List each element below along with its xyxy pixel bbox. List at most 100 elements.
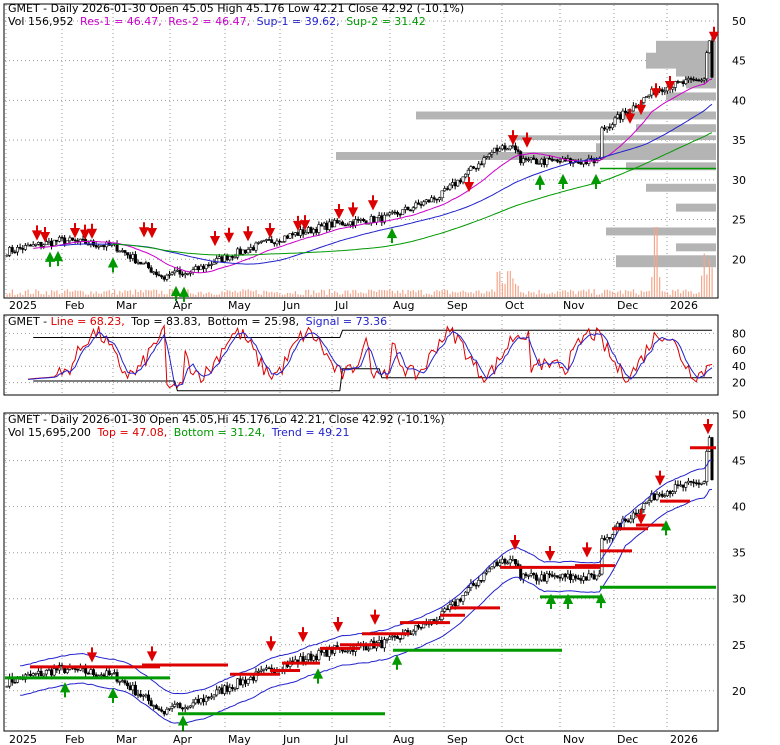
- volume-bar: [87, 294, 89, 297]
- volume-bar: [166, 294, 168, 297]
- trend-price-candle: [207, 696, 211, 699]
- osc-y-tick: 20: [732, 377, 746, 390]
- sup2-label: Sup-2 = 31.42: [346, 15, 426, 28]
- price-candle: [338, 221, 342, 224]
- trend-price-candle: [597, 573, 601, 577]
- volume-profile-bar: [516, 135, 716, 141]
- volume-bar: [402, 289, 404, 297]
- price-candle: [97, 245, 101, 248]
- trend-price-candle: [147, 694, 151, 701]
- sell-arrow: [664, 76, 676, 92]
- volume-bar: [410, 291, 412, 297]
- trend-y-tick: 40: [732, 501, 746, 514]
- price-x-tick: Dec: [617, 299, 638, 312]
- trend-price-candle: [165, 708, 169, 715]
- volume-bar: [661, 291, 663, 297]
- volume-profile-bar: [666, 92, 716, 101]
- volume-bar: [538, 289, 540, 297]
- volume-bar: [85, 294, 87, 297]
- buy-arrow: [557, 173, 569, 190]
- price-candle: [181, 273, 185, 276]
- price-candle: [705, 52, 709, 80]
- price-candle: [133, 254, 137, 264]
- trend-price-candle: [684, 482, 688, 488]
- volume-bar: [286, 292, 289, 297]
- volume-bar: [601, 293, 603, 297]
- trend-price-candle: [495, 561, 499, 566]
- volume-bar: [40, 293, 42, 297]
- trend-price-candle: [110, 673, 114, 675]
- trend-price-candle: [167, 707, 171, 710]
- trend-price-candle: [390, 635, 394, 638]
- volume-bar: [564, 290, 566, 297]
- price-candle: [356, 219, 360, 221]
- price-candle: [506, 148, 510, 151]
- price-y-tick: 25: [732, 214, 746, 227]
- trend-price-candle: [388, 636, 392, 640]
- volume-bar: [37, 290, 40, 297]
- trend-x-tick: Nov: [563, 733, 585, 745]
- price-candle: [71, 237, 75, 241]
- price-panel-title: GMET - Daily 2026-01-30 Open 45.05 High …: [8, 2, 464, 15]
- trend-price-candle: [204, 696, 208, 702]
- trend-price-candle: [233, 688, 237, 690]
- trend-price-candle: [136, 693, 140, 696]
- buy-arrow: [44, 251, 56, 267]
- price-x-tick: Apr: [173, 299, 193, 312]
- price-candle: [68, 237, 72, 242]
- volume-bar: [119, 290, 121, 297]
- trend-price-candle: [241, 679, 245, 686]
- price-candle: [183, 273, 187, 276]
- price-candle: [527, 159, 531, 161]
- price-candle: [120, 250, 124, 252]
- price-candle: [21, 248, 25, 250]
- volume-bar: [656, 227, 658, 297]
- volume-bar: [66, 289, 68, 297]
- trend-panel-title: GMET - Daily 2026-01-30 Open 45.05,Hi 45…: [8, 413, 445, 426]
- price-x-tick: Oct: [505, 299, 525, 312]
- price-candle: [157, 274, 161, 276]
- price-candle: [548, 157, 552, 160]
- trend-price-candle: [230, 687, 234, 689]
- sell-arrow: [367, 195, 379, 211]
- volume-bar: [302, 294, 304, 297]
- volume-bar: [428, 293, 430, 297]
- volume-bar: [685, 289, 687, 297]
- price-candle: [152, 271, 156, 274]
- price-candle: [511, 145, 515, 148]
- trend-price-candle: [154, 705, 158, 709]
- volume-bar: [171, 289, 173, 297]
- trend-price-candle: [534, 574, 538, 581]
- trend-price-candle: [123, 680, 127, 684]
- price-candle: [443, 188, 447, 192]
- trend-x-tick: 2026: [670, 733, 698, 745]
- osc-y-tick: 80: [732, 327, 746, 340]
- trend-price-candle: [236, 678, 240, 689]
- volume-bar: [475, 290, 477, 297]
- trend-price-candle: [629, 518, 633, 523]
- volume-bar: [234, 290, 236, 297]
- volume-bar: [556, 291, 559, 297]
- price-candle: [123, 250, 127, 253]
- volume-bar: [16, 294, 19, 297]
- price-candle: [458, 179, 462, 183]
- buy-arrow: [170, 285, 182, 302]
- volume-bar: [695, 293, 697, 297]
- volume-profile-bar: [686, 76, 716, 89]
- trend-buy-arrow: [177, 715, 189, 731]
- price-candle: [288, 233, 292, 239]
- trend-price-candle: [89, 669, 93, 675]
- trend-buy-arrow: [391, 654, 403, 670]
- price-candle: [377, 215, 381, 218]
- osc-y-tick: 40: [732, 360, 746, 373]
- trend-price-candle: [443, 608, 447, 612]
- volume-bar: [242, 289, 244, 297]
- trend-price-candle: [631, 512, 635, 520]
- price-candle: [613, 117, 617, 125]
- trend-price-candle: [141, 695, 145, 697]
- trend-x-tick: 2025: [9, 733, 37, 745]
- volume-bar: [336, 292, 338, 297]
- volume-bar: [106, 291, 108, 297]
- trend-price-candle: [508, 559, 512, 564]
- trend-price-candle: [487, 568, 491, 573]
